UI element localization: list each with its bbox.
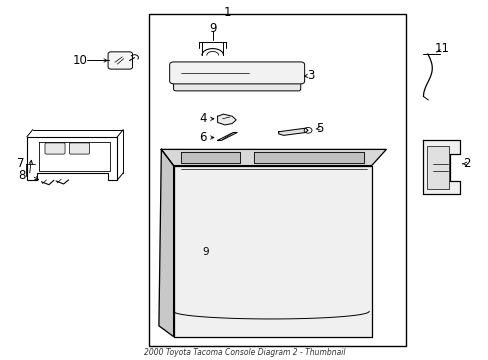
Polygon shape [161,149,386,166]
FancyBboxPatch shape [69,143,89,154]
Text: 9: 9 [202,247,208,257]
Text: 1: 1 [223,6,231,19]
Bar [149,14,405,346]
Text: 7: 7 [17,157,25,170]
Text: 4: 4 [199,112,206,125]
FancyBboxPatch shape [108,52,132,69]
Polygon shape [278,128,307,135]
Text: 6: 6 [199,131,206,144]
Text: 9: 9 [208,22,216,35]
Text: 10: 10 [72,54,87,67]
Text: 8: 8 [18,169,26,182]
Text: 2: 2 [462,157,470,170]
Polygon shape [254,152,364,163]
Polygon shape [159,149,173,337]
Polygon shape [217,132,237,140]
Text: 3: 3 [306,69,314,82]
Polygon shape [217,114,236,125]
FancyBboxPatch shape [169,62,304,84]
Bar [426,146,448,189]
Text: 2000 Toyota Tacoma Console Diagram 2 - Thumbnail: 2000 Toyota Tacoma Console Diagram 2 - T… [143,348,345,357]
FancyBboxPatch shape [173,79,300,91]
Polygon shape [422,140,459,194]
FancyBboxPatch shape [45,143,65,154]
Text: 5: 5 [316,122,324,135]
Polygon shape [181,152,239,163]
Text: 11: 11 [434,42,449,55]
Polygon shape [173,166,371,337]
